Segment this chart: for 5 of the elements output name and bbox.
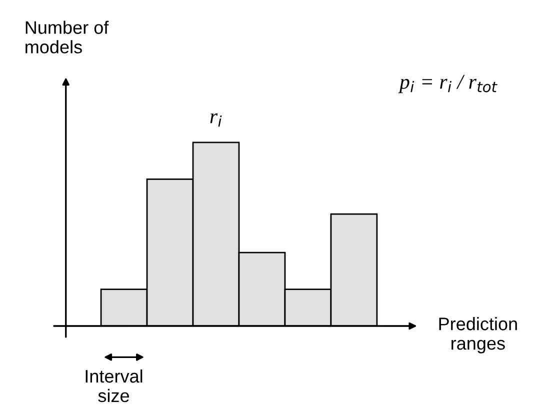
text: r$_{i}$ [210,113,222,127]
x-axis-title: Prediction ranges [439,317,517,354]
text: p$_{i}$ = r$_{i}$ / r$_{tot}$ [398,74,498,94]
text: Interval size [86,369,142,402]
y-axis-title: Number of models [26,20,109,54]
